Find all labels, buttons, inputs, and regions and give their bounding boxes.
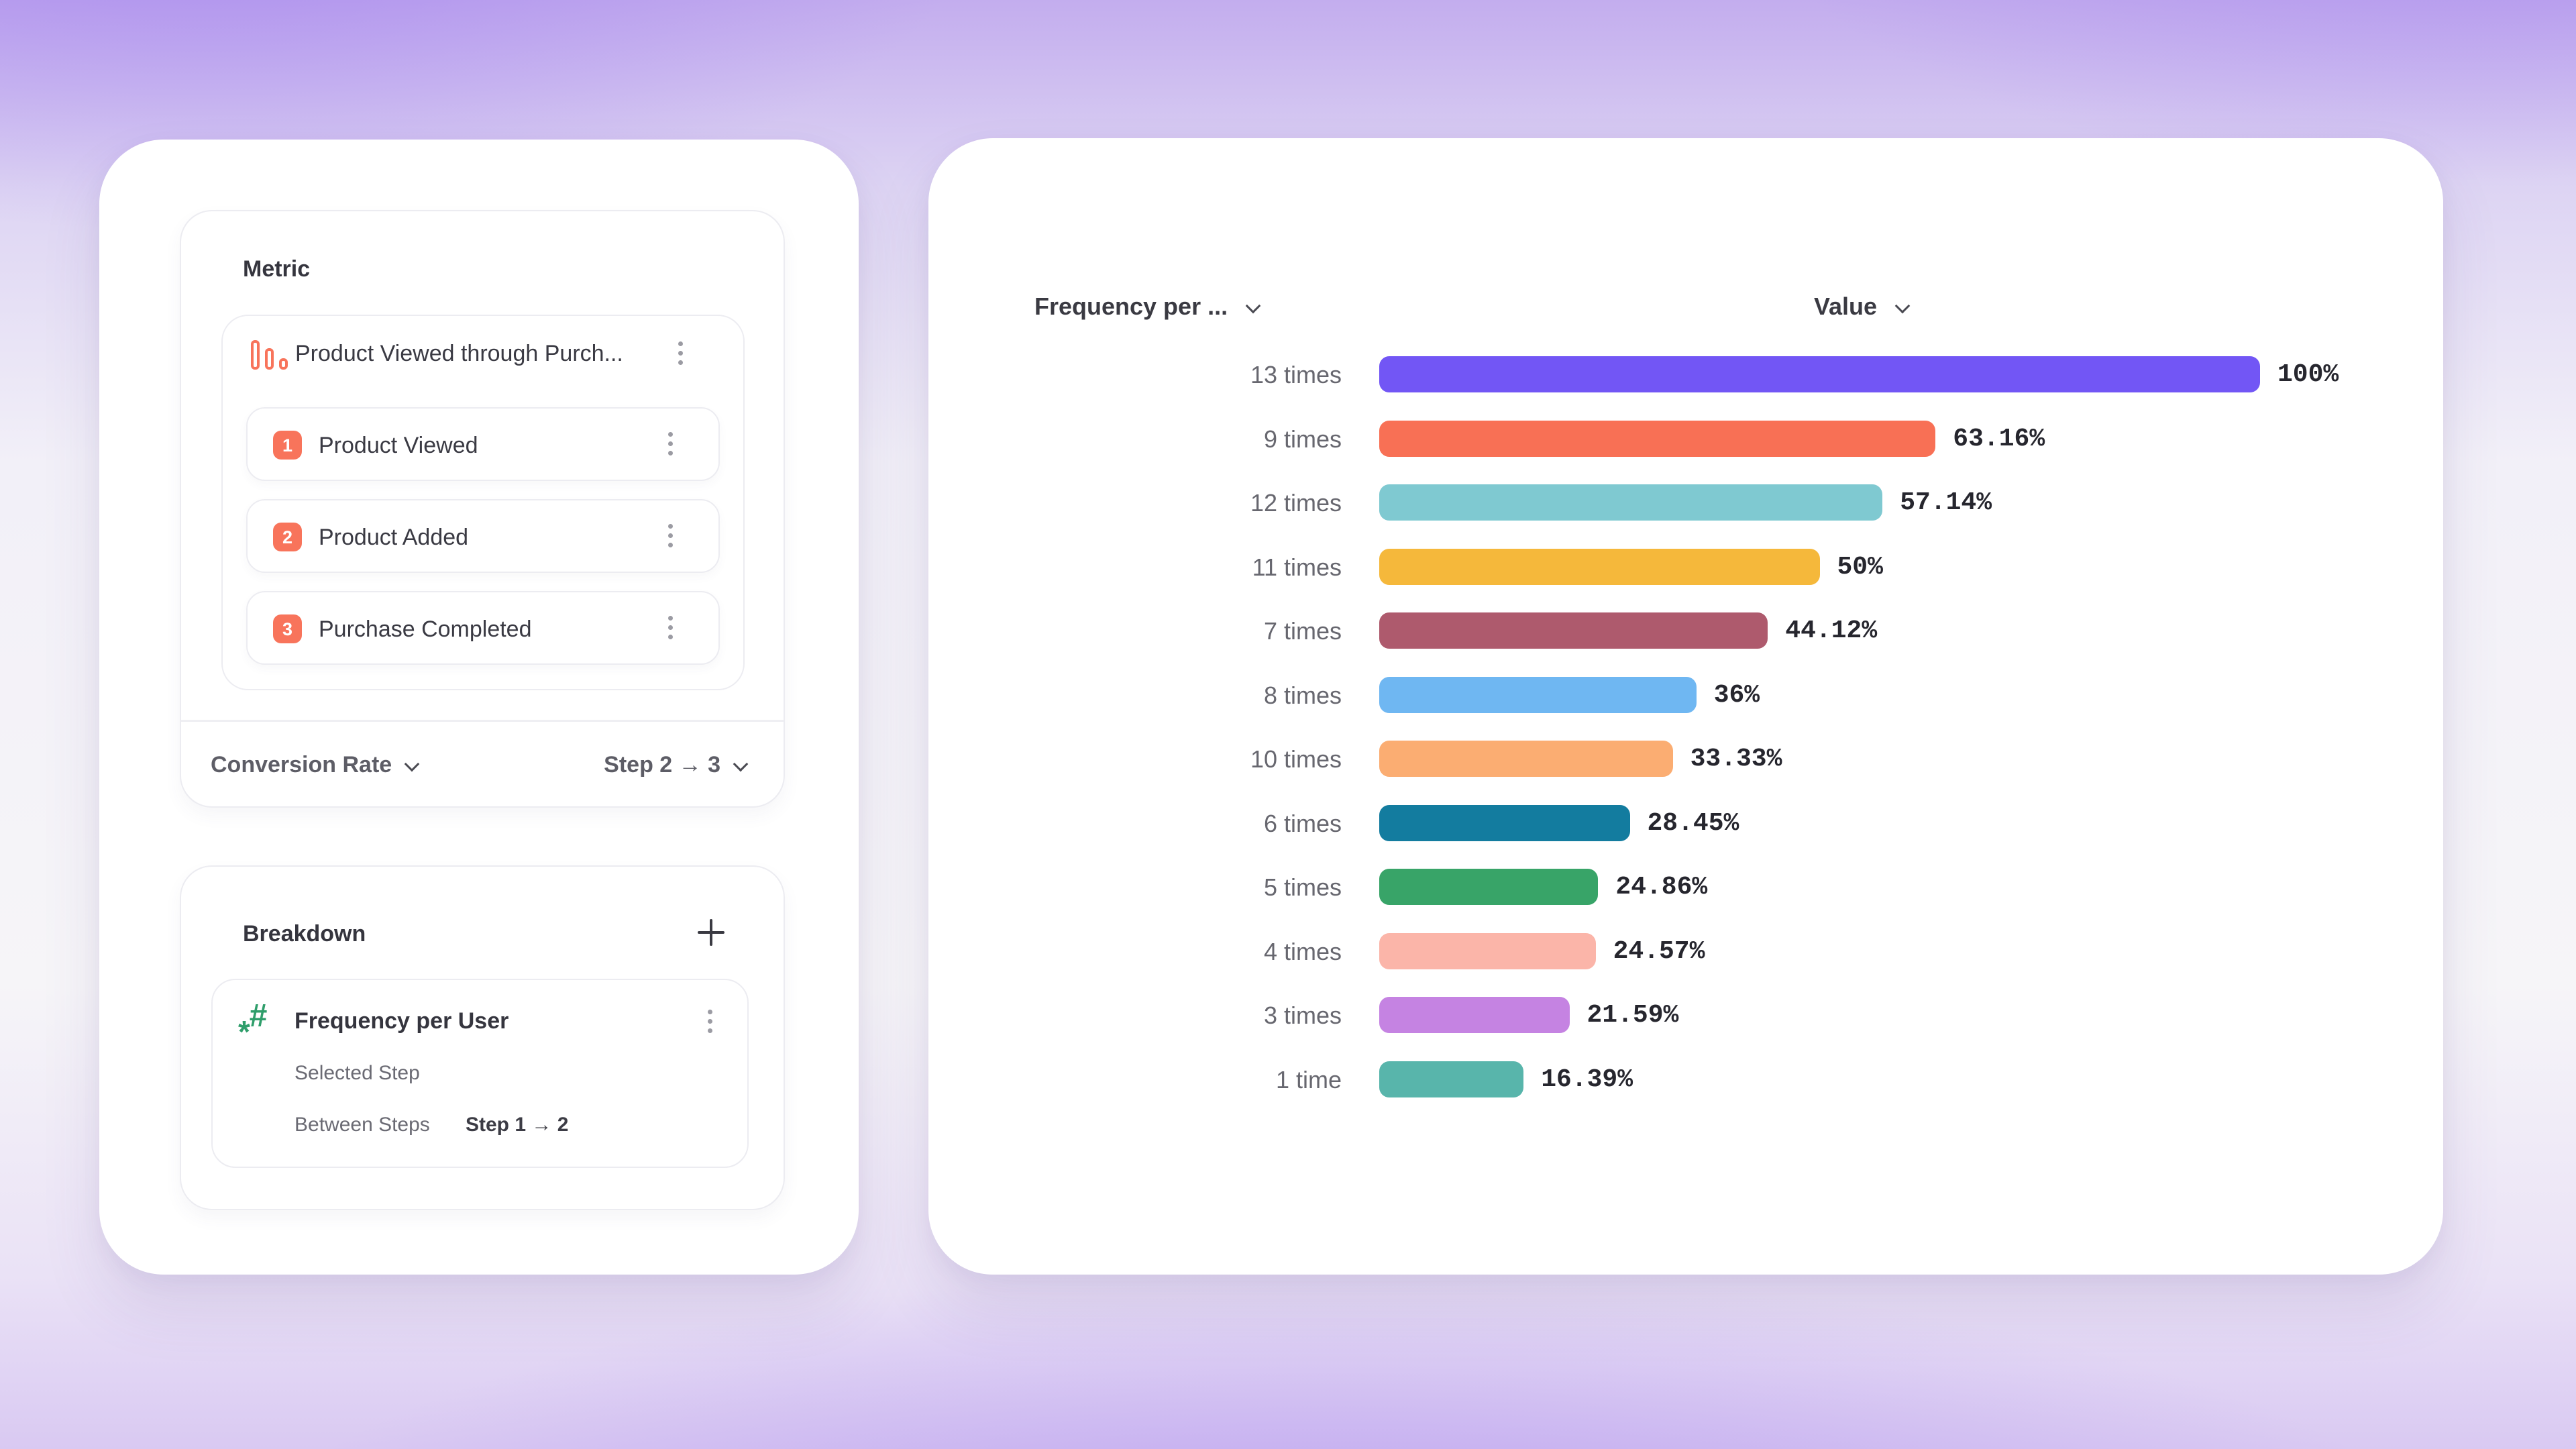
bar-category-label: 6 times [1263, 809, 1342, 837]
breakdown-section-title: Breakdown [243, 921, 366, 947]
funnel-bars-icon [251, 340, 291, 370]
bar-value-label: 100% [2277, 360, 2339, 389]
bar-category-label: 12 times [1250, 489, 1342, 517]
kebab-menu-icon[interactable] [702, 1010, 718, 1033]
chart-panel-card: Frequency per ... Value 13 times 100% 9 … [928, 138, 2443, 1275]
step-label: Product Viewed [319, 433, 478, 458]
bar[interactable] [1379, 932, 1596, 969]
bar-value-label: 44.12% [1785, 616, 1878, 645]
step-label: Product Added [319, 525, 469, 550]
chart-rows: 13 times 100% 9 times 63.16% 12 times 57… [928, 138, 2443, 1275]
bar-category-label: 4 times [1263, 937, 1342, 965]
bar[interactable] [1379, 612, 1768, 649]
breakdown-row-value: Step 1 → 2 [466, 1114, 569, 1136]
bar[interactable] [1379, 1061, 1524, 1097]
bar-category-label: 8 times [1263, 681, 1342, 709]
bar-value-label: 33.33% [1690, 745, 1782, 773]
bar-category-label: 5 times [1263, 873, 1342, 901]
chart-row: 9 times 63.16% [928, 420, 2443, 457]
value-column-header-dropdown[interactable]: Value [1814, 292, 1911, 321]
value-column-header-label: Value [1814, 292, 1878, 320]
bar-value-label: 28.45% [1647, 808, 1739, 838]
category-column-header-label: Frequency per ... [1034, 292, 1228, 320]
chevron-down-icon [404, 759, 420, 771]
bar[interactable] [1379, 997, 1570, 1033]
chart-row: 3 times 21.59% [928, 997, 2443, 1033]
add-breakdown-button plus-icon[interactable] [698, 919, 724, 946]
chevron-down-icon [733, 759, 749, 771]
chart-row: 10 times 33.33% [928, 741, 2443, 777]
bar-category-label: 9 times [1263, 425, 1342, 453]
breakdown-row-label: Selected Step [294, 1062, 420, 1084]
metric-section-title: Metric [243, 256, 311, 282]
bar-value-label: 24.86% [1615, 873, 1708, 902]
bar[interactable] [1379, 548, 1820, 585]
hash-number-icon [238, 998, 280, 1050]
bar-value-label: 21.59% [1587, 1001, 1679, 1030]
step-number-badge: 3 [273, 614, 302, 643]
bar[interactable] [1379, 804, 1630, 841]
bar[interactable] [1379, 676, 1697, 713]
funnel-step[interactable]: 2 Product Added [246, 499, 720, 573]
bar-category-label: 1 time [1275, 1065, 1342, 1093]
bar-category-label: 13 times [1250, 361, 1342, 388]
kebab-menu-icon[interactable] [672, 341, 688, 365]
chart-row: 4 times 24.57% [928, 932, 2443, 969]
breakdown-row-label: Between Steps [294, 1114, 430, 1136]
funnel-title: Product Viewed through Purch... [295, 341, 623, 366]
bar-category-label: 7 times [1263, 617, 1342, 645]
chart-row: 7 times 44.12% [928, 612, 2443, 649]
breakdown-item-card[interactable]: Frequency per User Selected Step Between… [211, 979, 749, 1168]
breakdown-item-title: Frequency per User [294, 1008, 509, 1034]
step-number-badge: 1 [273, 431, 302, 460]
funnel-title-row[interactable]: Product Viewed through Purch... [223, 331, 743, 378]
kebab-menu-icon[interactable] [662, 616, 678, 639]
bar-category-label: 10 times [1250, 745, 1342, 773]
category-column-header-dropdown[interactable]: Frequency per ... [1034, 292, 1261, 321]
metric-panel-card: Metric Product Viewed through Purch... 1… [99, 140, 859, 1275]
bar-category-label: 11 times [1252, 553, 1342, 581]
funnel-step[interactable]: 3 Purchase Completed [246, 591, 720, 665]
chart-row: 13 times 100% [928, 356, 2443, 392]
bar-category-label: 3 times [1263, 1002, 1342, 1029]
chart-row: 12 times 57.14% [928, 484, 2443, 521]
bar-value-label: 50% [1837, 552, 1883, 582]
bar-value-label: 63.16% [1953, 424, 2045, 453]
bar[interactable] [1379, 484, 1883, 521]
bar[interactable] [1379, 420, 1936, 457]
bar[interactable] [1379, 356, 2260, 392]
funnel-definition-card: Product Viewed through Purch... 1 Produc… [221, 315, 745, 690]
step-range-dropdown[interactable]: Step 2 → 3 [604, 752, 749, 778]
chart-row: 6 times 28.45% [928, 804, 2443, 841]
step-number-badge: 2 [273, 523, 302, 551]
conversion-footer-row: Conversion Rate Step 2 → 3 [211, 741, 749, 788]
bar[interactable] [1379, 869, 1599, 905]
conversion-rate-label: Conversion Rate [211, 751, 392, 777]
bar-value-label: 57.14% [1900, 488, 1992, 517]
kebab-menu-icon[interactable] [662, 524, 678, 547]
chart-row: 1 time 16.39% [928, 1061, 2443, 1097]
chart-row: 11 times 50% [928, 548, 2443, 585]
bar-value-label: 24.57% [1613, 936, 1705, 966]
bar-value-label: 36% [1713, 680, 1760, 710]
breakdown-section: Breakdown Frequency per User Selected St… [180, 865, 785, 1210]
bar[interactable] [1379, 741, 1673, 777]
metric-section: Metric Product Viewed through Purch... 1… [180, 210, 785, 808]
section-divider [181, 720, 784, 722]
conversion-rate-dropdown[interactable]: Conversion Rate [211, 752, 420, 778]
bar-value-label: 16.39% [1541, 1065, 1633, 1094]
chart-row: 8 times 36% [928, 676, 2443, 713]
step-range-label: Step 2 → 3 [604, 751, 720, 777]
chart-row: 5 times 24.86% [928, 869, 2443, 905]
funnel-step[interactable]: 1 Product Viewed [246, 407, 720, 481]
kebab-menu-icon[interactable] [662, 432, 678, 455]
step-label: Purchase Completed [319, 616, 532, 642]
